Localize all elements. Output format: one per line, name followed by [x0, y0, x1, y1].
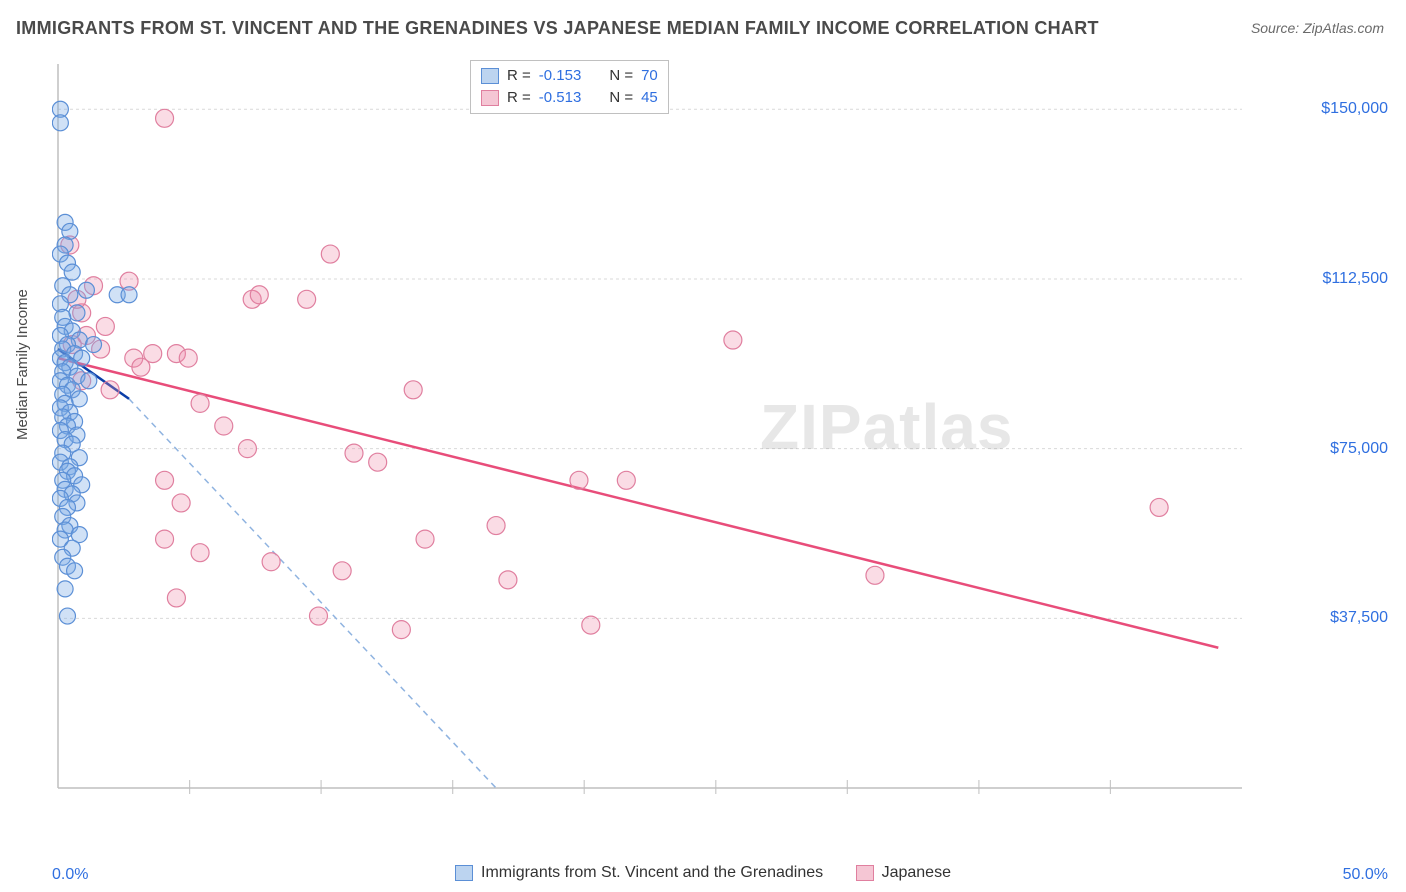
legend-item-2: Japanese [856, 864, 951, 882]
correlation-legend: R = -0.153 N = 70 R = -0.513 N = 45 [470, 60, 669, 114]
n-label: N = [609, 87, 633, 109]
x-max-label: 50.0% [1343, 866, 1388, 884]
r-label: R = [507, 87, 531, 109]
y-tick-label: $75,000 [1330, 440, 1388, 458]
y-tick-label: $37,500 [1330, 609, 1388, 627]
watermark: ZIPatlas [760, 390, 1013, 464]
swatch-series-2 [481, 90, 499, 106]
watermark-rest: atlas [863, 391, 1014, 463]
r-label: R = [507, 65, 531, 87]
n-value-2: 45 [641, 87, 658, 109]
n-label: N = [609, 65, 633, 87]
series-2-label: Japanese [882, 864, 951, 882]
chart-title: IMMIGRANTS FROM ST. VINCENT AND THE GREN… [16, 18, 1099, 39]
swatch-series-1 [455, 865, 473, 881]
swatch-series-2 [856, 865, 874, 881]
series-1-label: Immigrants from St. Vincent and the Gren… [481, 864, 823, 882]
y-tick-label: $112,500 [1322, 270, 1388, 288]
legend-row-series-2: R = -0.513 N = 45 [481, 87, 658, 109]
legend-row-series-1: R = -0.153 N = 70 [481, 65, 658, 87]
source-attribution: Source: ZipAtlas.com [1251, 20, 1384, 36]
series-legend: Immigrants from St. Vincent and the Gren… [0, 864, 1406, 886]
scatter-plot [52, 58, 1352, 828]
n-value-1: 70 [641, 65, 658, 87]
watermark-zip: ZIP [760, 391, 863, 463]
y-tick-label: $150,000 [1321, 100, 1388, 118]
legend-item-1: Immigrants from St. Vincent and the Gren… [455, 864, 823, 882]
r-value-2: -0.513 [539, 87, 582, 109]
x-min-label: 0.0% [52, 866, 88, 884]
y-axis-label: Median Family Income [14, 289, 31, 440]
swatch-series-1 [481, 68, 499, 84]
r-value-1: -0.153 [539, 65, 582, 87]
